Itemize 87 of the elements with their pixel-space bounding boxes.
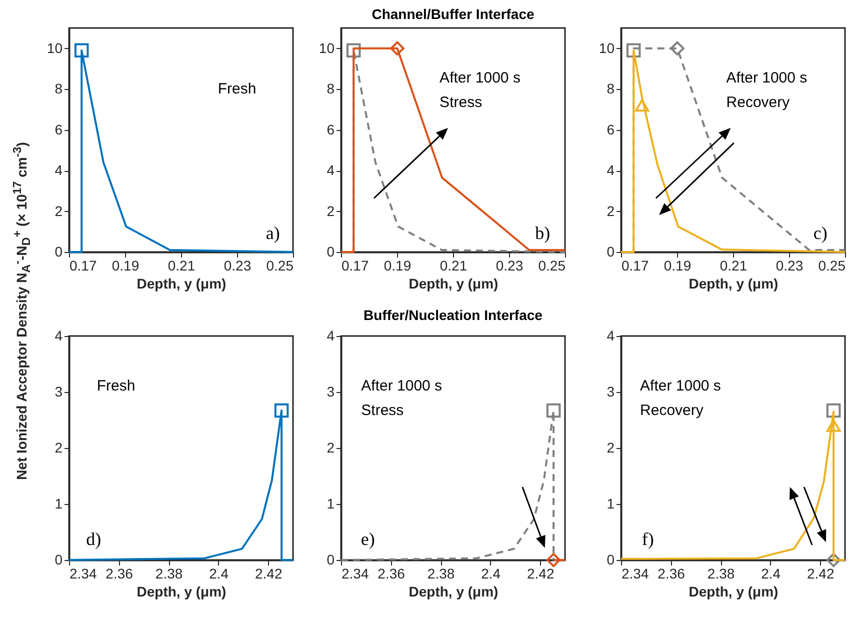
y-tick-label: 8 [606,80,615,97]
y-tick-label: 0 [54,244,63,260]
y-tick-label: 4 [54,162,63,178]
x-axis-title: Depth, y (μm) [408,584,498,600]
annotation: f) [642,528,654,549]
x-tick-label: 0.19 [112,258,140,274]
y-tick-label: 6 [326,121,335,138]
x-axis-title: Depth, y (μm) [136,276,226,292]
y-tick-label: 4 [606,162,615,178]
x-tick-label: 2.34 [70,566,97,582]
x-tick-label: 2.42 [254,566,282,582]
x-axis-title: Depth, y (μm) [136,584,226,600]
annotation: b) [535,223,550,244]
x-tick-label: 0.21 [720,258,748,274]
annotation: After 1000 s [640,377,721,394]
y-tick-label: 3 [606,384,615,400]
x-tick-label: 0.19 [384,258,412,274]
x-tick-label: 2.4 [209,566,229,582]
x-tick-label: 0.19 [664,258,692,274]
annotation: Stress [440,94,482,111]
chart-title: Channel/Buffer Interface [372,6,535,22]
annotation: Recovery [726,94,790,111]
x-tick-label: 2.34 [622,566,649,582]
x-tick-label: 2.38 [707,566,735,582]
y-tick-label: 1 [326,496,335,512]
y-tick-label: 4 [606,328,615,344]
annotation: c) [813,223,828,244]
x-axis-title: Depth, y (μm) [688,276,778,292]
y-tick-label: 1 [54,496,63,512]
x-tick-label: 0.25 [818,258,846,274]
x-axis-title: Depth, y (μm) [688,584,778,600]
y-tick-label: 0 [326,552,335,568]
annotation: After 1000 s [726,69,808,86]
x-tick-label: 2.42 [526,566,554,582]
y-tick-label: 6 [54,121,63,138]
y-tick-label: 0 [54,552,63,568]
y-tick-label: 0 [326,244,335,260]
x-tick-label: 2.42 [806,566,834,582]
x-tick-label: 0.23 [776,258,804,274]
y-tick-label: 2 [326,202,335,219]
y-tick-label: 8 [54,80,63,97]
y-tick-label: 10 [598,40,615,56]
y-tick-label: 2 [606,440,615,456]
y-tick-label: 2 [326,440,335,456]
x-tick-label: 0.17 [622,258,649,274]
annotation: Fresh [96,377,136,394]
y-tick-label: 4 [326,328,335,344]
x-tick-label: 2.36 [106,566,134,582]
x-tick-label: 0.25 [266,258,294,274]
annotation: Recovery [640,402,704,419]
y-tick-label: 3 [326,384,335,400]
y-tick-label: 0 [606,552,615,568]
y-tick-label: 2 [54,440,63,456]
chart-title: Buffer/Nucleation Interface [364,307,543,323]
y-tick-label: 6 [606,121,615,138]
x-tick-label: 2.38 [427,566,455,582]
annotation: Stress [361,402,404,419]
x-tick-label: 2.36 [658,566,686,582]
y-tick-label: 10 [318,40,335,56]
x-tick-label: 2.4 [481,566,501,582]
x-tick-label: 2.38 [155,566,183,582]
x-tick-label: 0.17 [70,258,97,274]
annotation: After 1000 s [361,377,442,394]
y-tick-label: 4 [54,328,63,344]
y-tick-label: 2 [606,202,615,219]
y-tick-label: 10 [46,40,63,56]
y-tick-label: 0 [606,244,615,260]
y-tick-label: 3 [54,384,63,400]
x-tick-label: 0.21 [168,258,196,274]
annotation: a) [266,223,280,244]
y-tick-label: 8 [326,80,335,97]
y-tick-label: 1 [606,496,615,512]
x-tick-label: 0.17 [342,258,369,274]
x-tick-label: 0.25 [538,258,566,274]
x-tick-label: 0.21 [440,258,468,274]
annotation: e) [360,528,375,549]
x-tick-label: 2.4 [761,566,781,582]
annotation: After 1000 s [440,69,520,86]
x-axis-title: Depth, y (μm) [408,276,498,292]
y-tick-label: 4 [326,162,335,178]
y-tick-label: 2 [54,202,63,219]
x-tick-label: 2.36 [378,566,406,582]
annotation: Fresh [218,80,256,98]
x-tick-label: 0.23 [496,258,524,274]
x-tick-label: 2.34 [342,566,369,582]
x-tick-label: 0.23 [224,258,252,274]
annotation: d) [86,528,102,549]
